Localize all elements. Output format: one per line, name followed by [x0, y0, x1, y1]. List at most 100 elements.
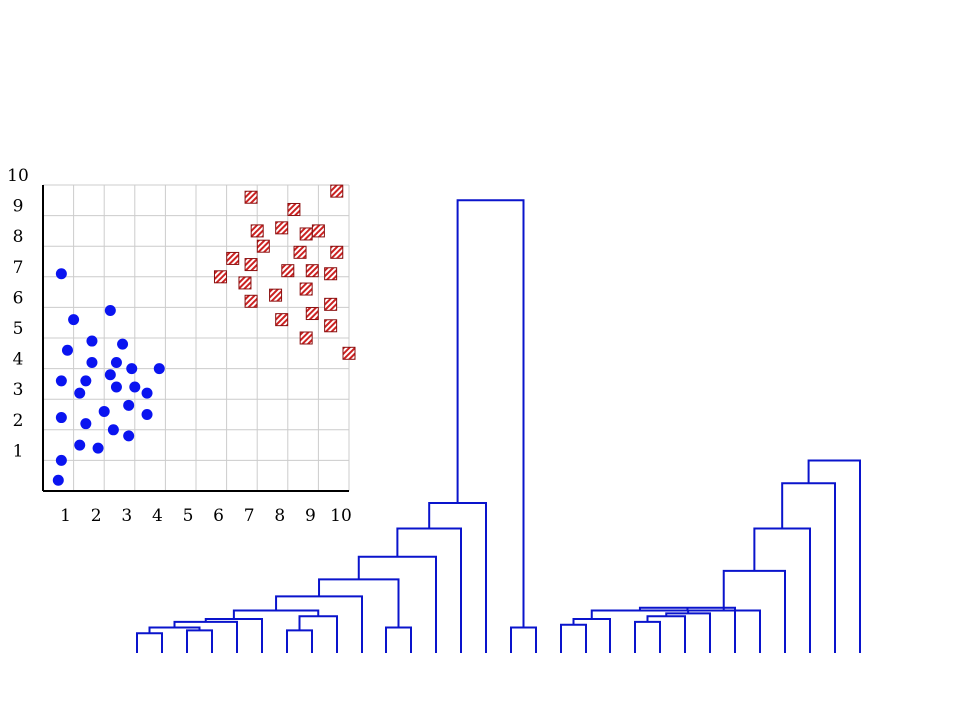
data-point-square: [330, 245, 344, 259]
data-point-circle: [110, 381, 122, 393]
data-point-circle: [123, 399, 135, 411]
data-point-circle: [55, 375, 67, 387]
y-tick-label: 8: [13, 227, 24, 247]
data-point-square: [256, 239, 270, 253]
x-tick-label: 10: [330, 506, 352, 526]
data-point-square: [269, 288, 283, 302]
data-point-circle: [55, 454, 67, 466]
data-point-circle: [52, 474, 64, 486]
data-point-circle: [117, 338, 129, 350]
dendrogram-link: [318, 578, 400, 628]
data-point-square: [244, 294, 258, 308]
data-point-square: [311, 224, 325, 238]
data-point-square: [305, 264, 319, 278]
y-tick-label: 5: [13, 319, 24, 339]
data-point-square: [287, 202, 301, 216]
data-point-circle: [80, 418, 92, 430]
data-point-square: [324, 319, 338, 333]
data-point-circle: [74, 439, 86, 451]
dendrogram-link: [298, 615, 338, 653]
data-point-circle: [80, 375, 92, 387]
dendrogram-link: [781, 482, 836, 653]
dendrogram-link: [590, 609, 690, 620]
data-point-circle: [74, 387, 86, 399]
data-point-square: [275, 313, 289, 327]
data-point-square: [299, 282, 313, 296]
dendrogram-link: [753, 527, 811, 653]
data-point-square: [342, 346, 356, 360]
dendrogram: [136, 199, 861, 653]
data-point-circle: [141, 387, 153, 399]
dendrogram-link: [186, 629, 213, 653]
data-point-square: [244, 190, 258, 204]
data-point-square: [275, 221, 289, 235]
data-point-square: [226, 251, 240, 265]
data-point-square: [244, 258, 258, 272]
x-tick-label: 9: [305, 506, 316, 526]
scatter-axes: [42, 185, 349, 492]
data-point-circle: [110, 356, 122, 368]
dendrogram-link: [396, 527, 462, 653]
dendrogram-link: [286, 629, 313, 653]
dendrogram-link: [385, 626, 412, 653]
data-point-circle: [126, 363, 138, 375]
data-point-circle: [61, 344, 73, 356]
data-point-circle: [104, 369, 116, 381]
dendrogram-link: [136, 632, 163, 653]
dendrogram-link: [807, 459, 861, 653]
data-point-circle: [55, 268, 67, 280]
y-tick-label: 2: [13, 411, 24, 431]
data-point-circle: [98, 405, 110, 417]
dendrogram-link: [665, 612, 711, 653]
dendrogram-link: [456, 199, 525, 628]
dendrogram-link: [357, 555, 437, 653]
data-point-square: [305, 307, 319, 321]
data-point-circle: [55, 412, 67, 424]
dendrogram-link: [275, 595, 363, 653]
data-point-circle: [129, 381, 141, 393]
data-point-circle: [86, 335, 98, 347]
data-point-square: [293, 245, 307, 259]
y-tick-label: 1: [13, 441, 24, 461]
data-point-circle: [68, 314, 80, 326]
x-tick-label: 8: [274, 506, 285, 526]
data-point-square: [324, 297, 338, 311]
data-point-circle: [141, 409, 153, 420]
dendrogram-link: [638, 606, 736, 653]
x-tick-label: 1: [60, 506, 71, 526]
y-tick-label: 9: [13, 197, 24, 217]
scatter-points: [52, 184, 356, 486]
y-tick-label: 7: [13, 258, 24, 278]
data-point-circle: [153, 363, 165, 375]
data-point-circle: [104, 304, 116, 316]
y-tick-label: 6: [13, 288, 24, 308]
x-tick-label: 3: [121, 506, 132, 526]
x-tick-label: 7: [244, 506, 255, 526]
data-point-square: [250, 224, 264, 238]
data-point-circle: [107, 424, 119, 436]
data-point-square: [330, 184, 344, 198]
dendrogram-link: [686, 607, 761, 653]
data-point-square: [238, 276, 252, 290]
scatter-x-ticks: 1 2 3 4 5 6 7 8 9 10: [60, 506, 352, 526]
scatter-grid: [43, 184, 350, 491]
dendrogram-link: [560, 623, 587, 653]
y-tick-label: 3: [13, 380, 24, 400]
dendrogram-link: [634, 620, 661, 653]
x-tick-label: 4: [152, 506, 163, 526]
y-tick-label: 4: [13, 350, 24, 370]
data-point-circle: [92, 442, 104, 454]
dendrogram-link: [428, 502, 487, 653]
scatter-y-ticks: 1 2 3 4 5 6 7 8 9 10: [7, 166, 29, 461]
data-point-square: [213, 270, 227, 284]
dendrogram-link: [722, 569, 786, 653]
data-point-square: [281, 264, 295, 278]
dendrogram-link: [510, 626, 537, 653]
data-point-square: [299, 331, 313, 345]
x-tick-label: 2: [91, 506, 102, 526]
x-tick-label: 5: [183, 506, 194, 526]
dendrogram-link: [204, 618, 263, 653]
data-point-circle: [86, 356, 98, 368]
